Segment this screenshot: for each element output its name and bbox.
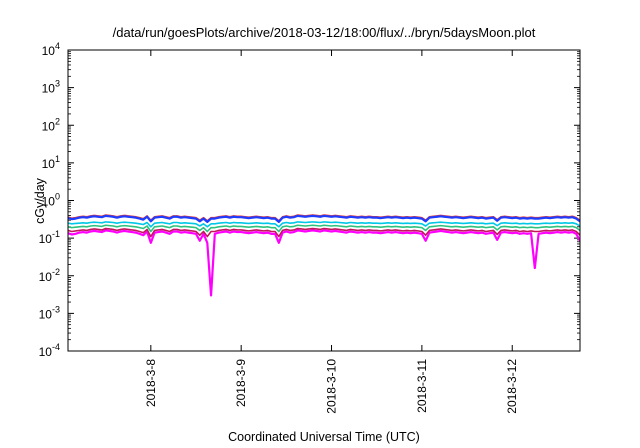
y-tick-label: 10-1: [39, 229, 60, 246]
series-line-1: [68, 229, 580, 297]
x-tick-label: 2018-3-9: [234, 359, 248, 407]
x-tick-label: 2018-3-11: [415, 359, 429, 413]
y-axis-label: cGy/day: [33, 177, 47, 224]
y-axis: 10-4 10-3 10-2 10-1 100 101 102 103 104: [39, 41, 580, 359]
series-line-6: [68, 214, 580, 223]
plot-frame: [67, 49, 581, 352]
y-tick-label: 104: [42, 41, 60, 58]
series-line-3: [68, 224, 580, 233]
x-axis: 2018-3-8 2018-3-9 2018-3-10 2018-3-11 2018-3…: [144, 50, 519, 414]
y-tick-label: 10-2: [39, 267, 60, 284]
x-axis-label: Coordinated Universal Time (UTC): [228, 430, 420, 444]
chart-title: /data/run/goesPlots/archive/2018-03-12/1…: [113, 25, 536, 40]
x-tick-label: 2018-3-12: [505, 359, 519, 414]
y-tick-label: 10-4: [39, 342, 60, 359]
series-line-2: [68, 227, 580, 238]
y-tick-label: 100: [42, 192, 60, 209]
y-tick-label: 10-3: [39, 304, 60, 321]
y-tick-label: 101: [42, 154, 60, 171]
series-line-4: [68, 221, 580, 228]
series-group: [68, 214, 580, 297]
x-tick-label: 2018-3-10: [325, 359, 339, 414]
y-tick-label: 102: [42, 116, 60, 133]
y-tick-label: 103: [42, 79, 60, 96]
x-tick-label: 2018-3-8: [144, 359, 158, 407]
